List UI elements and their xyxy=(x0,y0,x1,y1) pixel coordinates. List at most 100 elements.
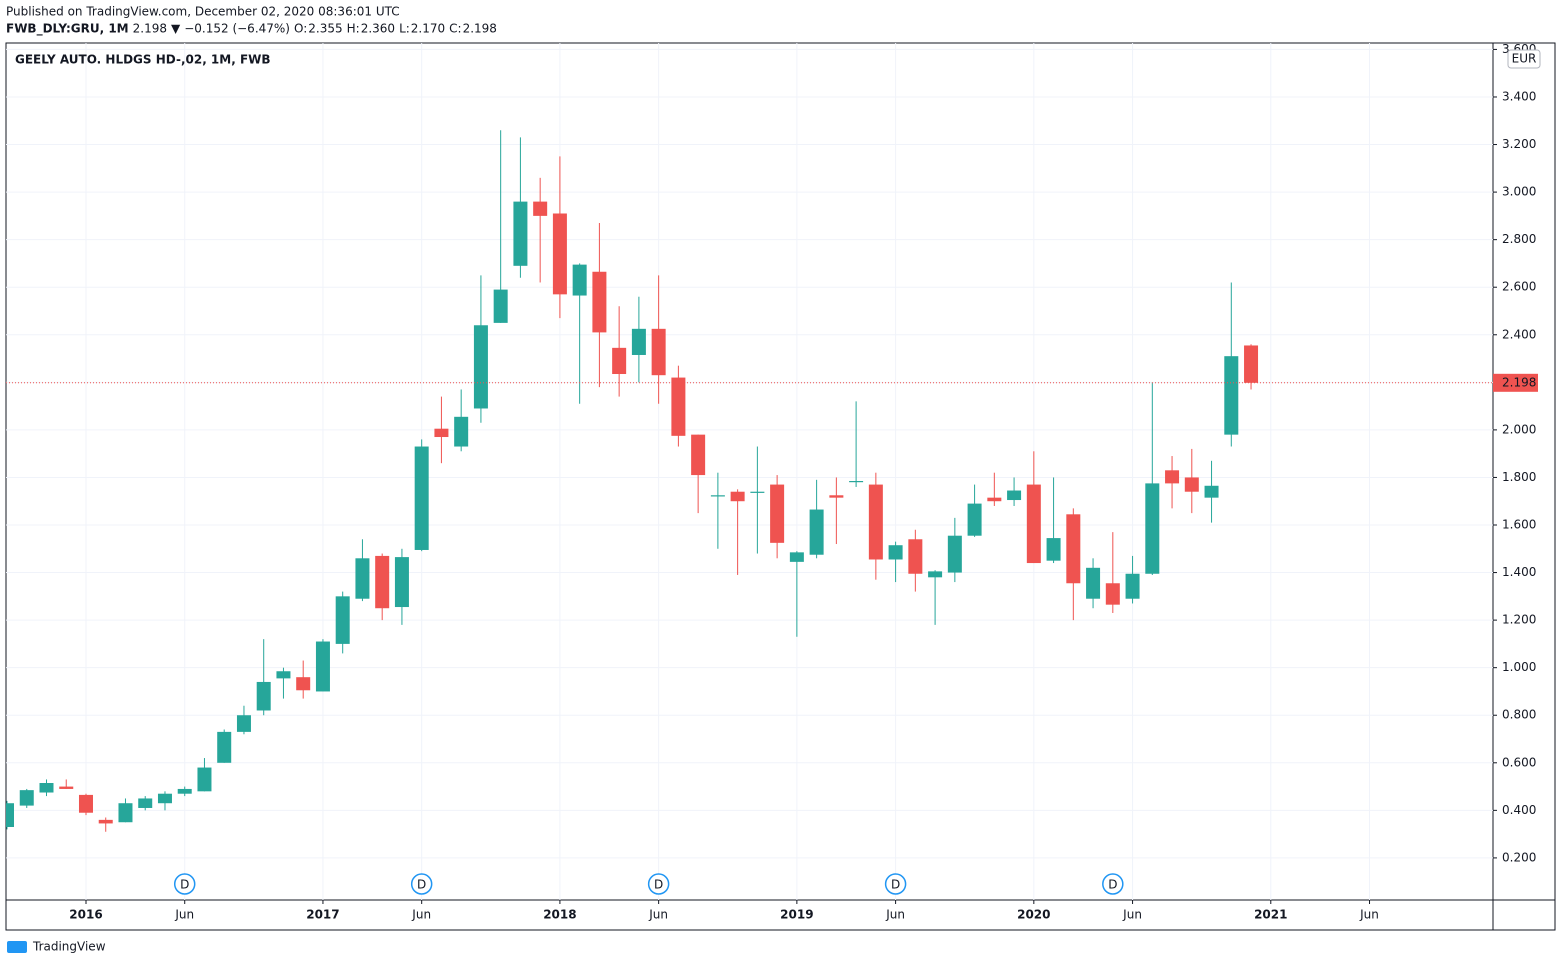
candle-body xyxy=(177,788,192,794)
candle-body xyxy=(197,767,212,792)
y-tick-label: 1.000 xyxy=(1502,660,1536,674)
candle-body xyxy=(730,491,745,502)
candle-body xyxy=(631,328,646,355)
event-marker[interactable]: D xyxy=(410,873,433,895)
published: Published on TradingView.com, December 0… xyxy=(6,5,400,19)
legend-text: 2.198 xyxy=(463,22,497,36)
event-marker[interactable]: D xyxy=(884,873,907,895)
chart-title: GEELY AUTO. HLDGS HD-,02, 1M, FWB xyxy=(15,53,271,67)
event-circle xyxy=(410,873,433,895)
x-tick-label: 2018 xyxy=(543,908,576,922)
candle-body xyxy=(236,715,251,732)
candle-body xyxy=(414,446,429,550)
candle-body xyxy=(513,201,528,266)
candle-body xyxy=(651,328,666,376)
candle-body xyxy=(612,347,627,375)
candle-body xyxy=(967,503,982,536)
candle-body xyxy=(256,681,271,711)
y-tick-label: 2.400 xyxy=(1502,327,1536,341)
y-tick-label: 0.800 xyxy=(1502,708,1536,722)
event-marker[interactable]: D xyxy=(173,873,196,895)
candle-body xyxy=(789,552,804,562)
candle-body xyxy=(1165,470,1180,484)
candle-body xyxy=(335,596,350,644)
legend-text: 2.198 xyxy=(133,22,167,36)
x-tick-label: Jun xyxy=(1359,908,1379,922)
price-label: 2.198 xyxy=(1502,375,1536,389)
candle-body xyxy=(454,416,469,447)
candle-body xyxy=(59,786,74,789)
candle-body xyxy=(908,539,923,574)
logo xyxy=(7,941,27,953)
candle-body xyxy=(572,264,587,296)
price-badge xyxy=(1493,373,1538,392)
grid xyxy=(6,43,1493,900)
candle-body xyxy=(592,271,607,333)
candle-body xyxy=(770,484,785,543)
y-tick-label: 1.400 xyxy=(1502,565,1536,579)
plot xyxy=(6,130,1493,832)
footer-brand: TradingView xyxy=(32,940,106,954)
event-label[interactable]: D xyxy=(891,878,900,892)
event-label[interactable]: D xyxy=(1108,878,1117,892)
candle-body xyxy=(118,803,133,823)
candle-body xyxy=(1026,484,1041,564)
y-tick-label: 3.400 xyxy=(1502,89,1536,103)
candle-body xyxy=(987,497,1002,502)
currency[interactable]: EUR xyxy=(1512,52,1537,66)
event-circle xyxy=(173,873,196,895)
candle-body xyxy=(375,555,390,609)
event-marker[interactable]: D xyxy=(1102,873,1124,895)
frame xyxy=(5,42,1556,931)
candle-body xyxy=(473,325,488,409)
legend-text: FWB_DLY:GRU, 1M xyxy=(6,22,129,37)
candle-body xyxy=(809,509,824,555)
legend-text: L: xyxy=(399,22,410,36)
event-label[interactable]: D xyxy=(180,878,189,892)
event-label[interactable]: D xyxy=(417,878,426,892)
x-tick-label: Jun xyxy=(174,908,194,922)
x-tick-label: 2019 xyxy=(780,908,813,922)
candle-body xyxy=(1184,477,1199,492)
y-tick-label: 3.200 xyxy=(1502,137,1536,151)
x-tick-label: Jun xyxy=(648,908,668,922)
candle-body xyxy=(394,557,409,608)
candle-body xyxy=(1204,485,1219,498)
y-tick-label: 0.600 xyxy=(1502,755,1536,769)
legend-row: FWB_DLY:GRU, 1M 2.198 ▼ −0.152 (−6.47%) O: 2.… xyxy=(6,22,497,37)
y-tick-label: 1.600 xyxy=(1502,518,1536,532)
candle-body xyxy=(928,571,943,578)
y-tick-label: 2.600 xyxy=(1502,280,1536,294)
y-tick-label: 0.200 xyxy=(1502,850,1536,864)
y-tick-label: 1.800 xyxy=(1502,470,1536,484)
y-tick-label: 2.000 xyxy=(1502,422,1536,436)
event-label[interactable]: D xyxy=(654,878,663,892)
candle-body xyxy=(710,495,725,497)
candle-body xyxy=(750,491,765,493)
candle-body xyxy=(868,484,883,560)
legend-text: 2.355 xyxy=(308,22,342,36)
candle-body xyxy=(671,377,686,436)
x-tick-label: 2016 xyxy=(69,908,102,922)
candle-body xyxy=(19,790,34,806)
candle-body xyxy=(533,201,548,216)
event-circle xyxy=(884,873,907,895)
legend-text: C: xyxy=(449,22,461,36)
candle-body xyxy=(888,545,903,560)
candle-body xyxy=(434,428,449,438)
candle-body xyxy=(493,289,508,323)
candle-body xyxy=(276,671,291,679)
candle-body xyxy=(1125,573,1140,599)
candle-body xyxy=(1007,490,1022,501)
x-tick-label: 2017 xyxy=(306,908,339,922)
currency-badge[interactable] xyxy=(1507,49,1541,69)
legend-text: ▼ xyxy=(171,22,181,36)
event-circle xyxy=(647,873,670,895)
candle-body xyxy=(217,731,232,763)
x-tick-label: Jun xyxy=(411,908,431,922)
candle-body xyxy=(1066,514,1081,584)
event-marker[interactable]: D xyxy=(647,873,670,895)
candle-body xyxy=(552,213,567,295)
